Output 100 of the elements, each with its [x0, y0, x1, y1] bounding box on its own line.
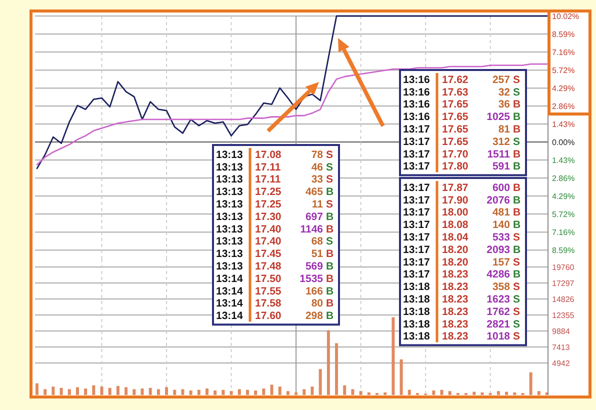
- bar: [165, 387, 168, 395]
- bar: [156, 389, 160, 395]
- y-tick-label: 7413: [552, 342, 570, 352]
- y-tick-label: 10.02%: [552, 12, 580, 21]
- text: 13:13 17.48 569 B: [216, 260, 334, 272]
- text: 13:13 17.25 465 B: [216, 186, 334, 198]
- bar: [537, 391, 540, 395]
- y-tick-label: 1.43%: [552, 120, 575, 129]
- text: 13:17 17.90 2076 B: [403, 194, 521, 206]
- bar: [148, 388, 152, 395]
- text: 13:16 17.63 32 S: [403, 86, 520, 98]
- y-tick-label: 19760: [552, 262, 575, 272]
- bar: [262, 388, 266, 395]
- bar: [408, 390, 411, 395]
- y-tick-label: 4.29%: [552, 84, 575, 93]
- text: 13:13 17.30 697 B: [216, 210, 334, 223]
- bar: [310, 386, 314, 395]
- bar: [246, 390, 249, 395]
- text: 13:13 17.11 46 S: [216, 161, 334, 174]
- text: 13:13 17.11 33 S: [216, 174, 334, 186]
- text: 13:17 18.20 2093 B: [403, 244, 521, 256]
- text: 13:13 17.08 78 S: [216, 148, 334, 161]
- bar: [440, 390, 444, 395]
- y-tick-label: 5.72%: [552, 66, 575, 75]
- text: 13:17 17.65 81 B: [403, 123, 521, 136]
- bar: [326, 330, 330, 395]
- bar: [400, 359, 403, 395]
- y-tick-label: 4942: [552, 358, 570, 368]
- bar: [197, 390, 200, 395]
- bar: [44, 389, 47, 395]
- bar: [294, 392, 298, 395]
- bar: [214, 390, 217, 395]
- text: 13:18 18.23 1018 S: [403, 330, 520, 343]
- text: 13:17 17.87 600 B: [403, 182, 521, 194]
- text: 13:17 17.80 591 B: [403, 160, 521, 173]
- text: 13:14 17.50 1535 B: [216, 272, 334, 285]
- bar: [480, 392, 484, 395]
- bar: [513, 392, 516, 395]
- bar: [472, 392, 476, 395]
- text: 13:17 18.08 140 B: [403, 219, 521, 232]
- bar: [432, 390, 436, 395]
- bar: [254, 390, 258, 395]
- bar: [529, 372, 532, 395]
- bar: [505, 392, 508, 395]
- text: 13:17 17.70 1511 B: [403, 148, 521, 160]
- bar: [92, 385, 96, 395]
- text: 13:13 17.45 51 B: [216, 248, 334, 260]
- text: 13:18 18.23 2821 S: [403, 318, 520, 330]
- bar: [52, 386, 55, 395]
- bar: [132, 389, 136, 395]
- y-tick-label: 17297: [552, 278, 575, 288]
- bar: [230, 391, 233, 395]
- bar: [278, 386, 282, 395]
- bar: [384, 392, 387, 395]
- bar: [270, 384, 274, 395]
- text: 13:16 17.62 257 S: [403, 74, 520, 86]
- text: 13:16 17.65 36 B: [403, 98, 521, 111]
- bar: [124, 387, 128, 395]
- bar: [335, 343, 338, 395]
- bar: [100, 386, 104, 395]
- text: 13:17 17.65 312 S: [403, 136, 520, 148]
- y-tick-label: 0.00%: [552, 138, 575, 147]
- bar: [392, 317, 395, 395]
- bar: [222, 390, 225, 395]
- bar: [84, 388, 88, 395]
- text: 13:14 17.60 298 B: [216, 310, 334, 322]
- y-tick-label: 12355: [552, 310, 575, 320]
- line-series: [36, 15, 548, 170]
- y-tick-label: 2.86%: [552, 102, 575, 111]
- bar: [189, 390, 192, 395]
- text: 13:17 18.04 533 S: [403, 231, 520, 244]
- y-tick-label: 7.16%: [552, 48, 575, 57]
- text: 13:17 18.23 4286 B: [403, 268, 521, 281]
- bar: [76, 387, 79, 395]
- text: 13:13 17.25 11 S: [216, 198, 334, 210]
- bar: [318, 369, 322, 395]
- bar: [68, 389, 71, 395]
- bar: [206, 388, 208, 395]
- bar: [238, 389, 241, 395]
- text: 13:18 18.23 1623 S: [403, 293, 520, 306]
- y-tick-label: 2.86%: [552, 174, 575, 183]
- y-tick-label: 5.72%: [552, 210, 575, 219]
- y-tick-label: 9884: [552, 326, 570, 336]
- bar: [448, 391, 452, 395]
- text: 13:14 17.58 80 B: [216, 298, 334, 310]
- bar: [60, 388, 63, 395]
- y-tick-label: 1.43%: [552, 156, 575, 165]
- bar: [359, 391, 362, 395]
- y-tick-label: 8.59%: [552, 30, 575, 39]
- text: 13:18 18.23 1762 S: [403, 306, 520, 318]
- bar: [36, 383, 38, 395]
- text: 13:13 17.40 68 S: [216, 236, 334, 248]
- y-tick-label: 8.59%: [552, 246, 575, 255]
- bar: [351, 389, 354, 395]
- text: 13:18 18.23 358 S: [403, 281, 520, 294]
- text: 13:17 18.00 481 B: [403, 206, 521, 219]
- bar: [116, 386, 120, 395]
- text: 13:14 17.55 166 B: [216, 285, 334, 298]
- y-tick-label: 7.16%: [552, 228, 575, 237]
- bar: [302, 389, 306, 395]
